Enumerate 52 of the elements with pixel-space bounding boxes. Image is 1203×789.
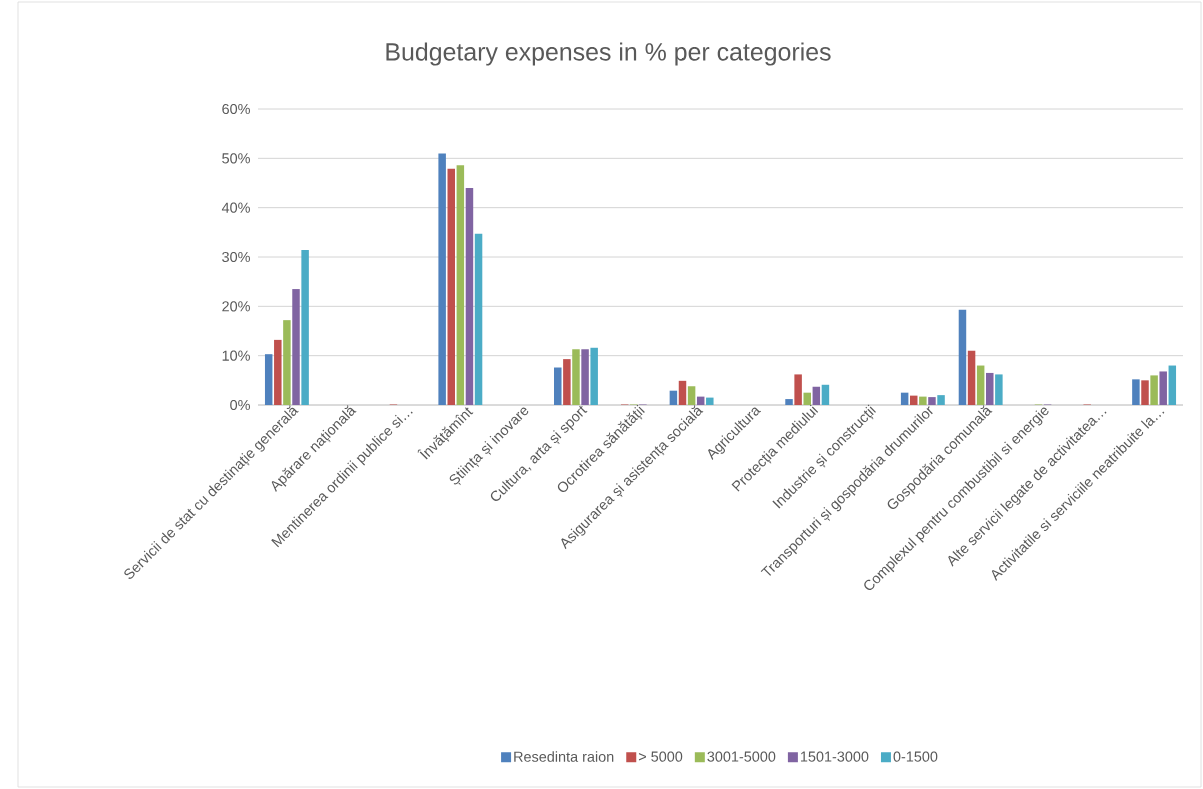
bar [438, 153, 446, 405]
bar [910, 395, 918, 405]
bar [563, 359, 571, 405]
legend-label: Resedinta raion [514, 751, 614, 762]
bar [1168, 365, 1177, 405]
bar [937, 395, 945, 405]
bar [928, 397, 936, 405]
legend-label: 1501-3000 [800, 751, 869, 762]
bar [678, 380, 687, 405]
bar [283, 320, 291, 405]
bar [995, 374, 1003, 405]
bar [447, 168, 455, 405]
bar [958, 309, 967, 405]
bar [706, 397, 714, 405]
bar [274, 339, 282, 405]
y-tick-label: 20% [222, 301, 250, 312]
bar [456, 165, 465, 405]
bar [581, 349, 589, 405]
y-tick-label: 60% [222, 103, 250, 115]
bar [803, 392, 811, 405]
legend-label: 3001-5000 [707, 751, 776, 762]
bar [292, 289, 300, 405]
bar [812, 386, 821, 405]
y-tick-label: 10% [222, 350, 250, 361]
bar [590, 347, 598, 405]
legend-label: 0-1500 [893, 751, 938, 762]
bar [687, 386, 696, 405]
bar [900, 392, 909, 405]
bar [794, 374, 802, 405]
chart-title: Budgetary expenses in % per categories [386, 42, 831, 66]
y-tick-label: 30% [222, 251, 250, 263]
bar [264, 354, 273, 405]
bar [301, 250, 309, 405]
y-tick-label: 40% [221, 202, 250, 213]
bar [986, 372, 994, 405]
bar [474, 233, 483, 405]
bar [785, 399, 793, 405]
bar [976, 365, 985, 405]
bar [554, 367, 562, 405]
bar [967, 350, 976, 405]
bar [1132, 379, 1140, 405]
legend-label: > 5000 [638, 751, 683, 762]
bar [919, 396, 927, 405]
bar [1159, 371, 1167, 405]
bar [572, 349, 580, 405]
y-tick-label: 50% [222, 153, 250, 164]
bar [1141, 380, 1149, 405]
y-tick-label: 0% [230, 399, 250, 411]
bar [1150, 375, 1158, 405]
bar [465, 187, 474, 405]
bar [669, 390, 678, 405]
bar [821, 384, 830, 405]
